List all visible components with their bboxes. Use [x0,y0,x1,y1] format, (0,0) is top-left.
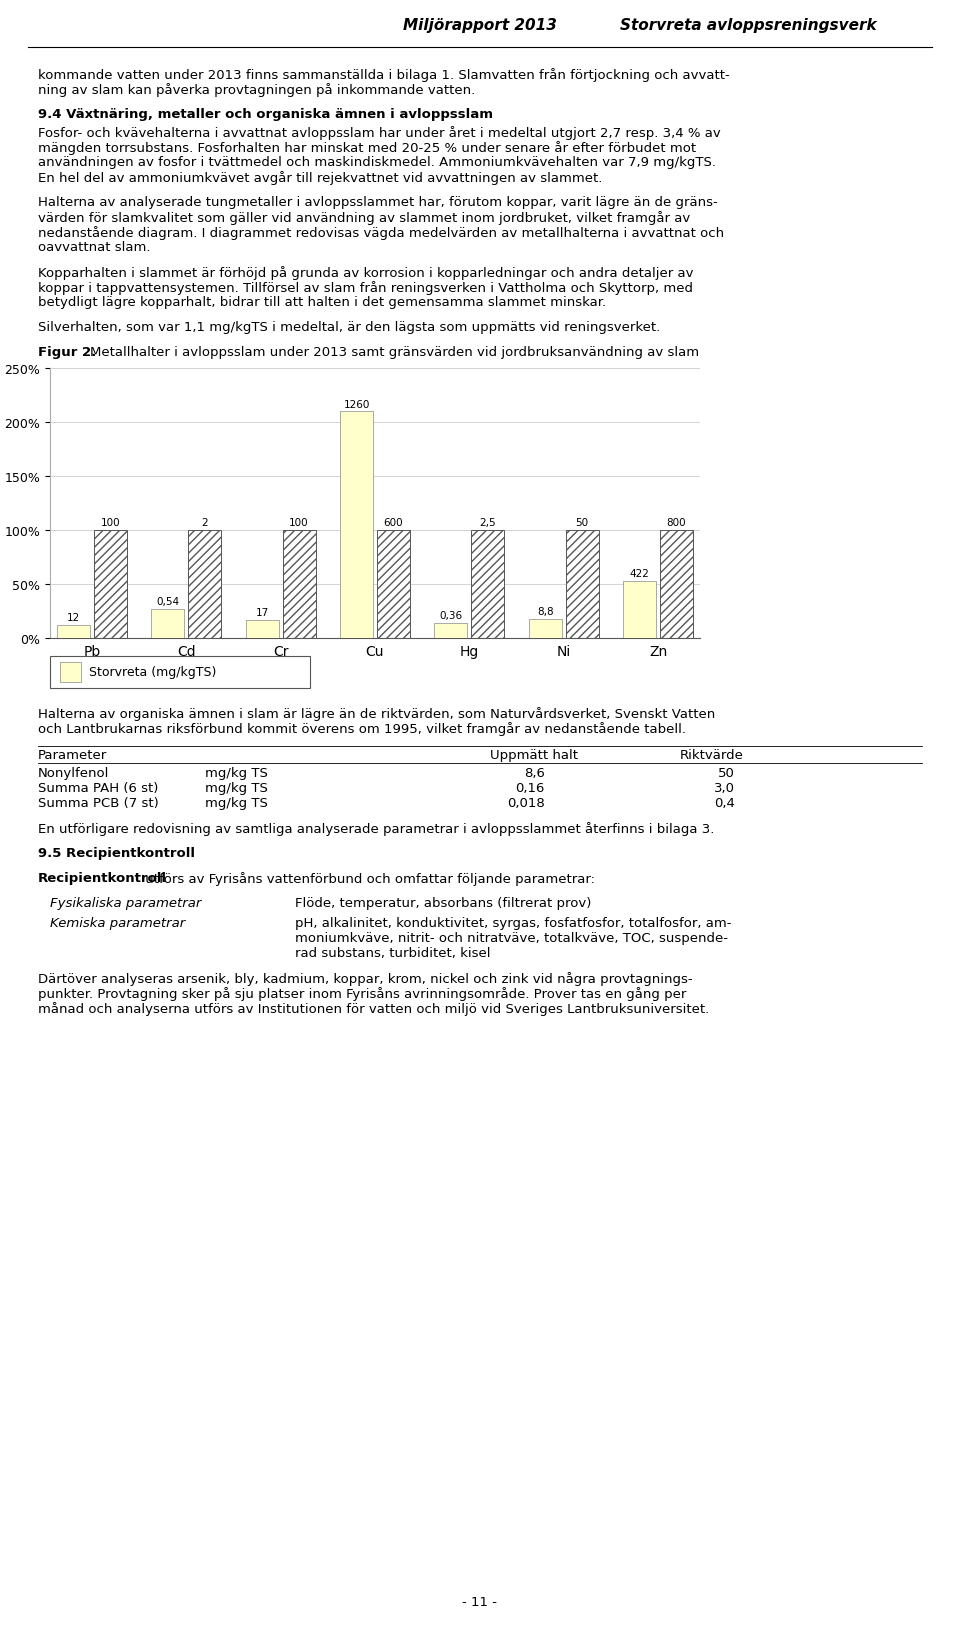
Text: mängden torrsubstans. Fosforhalten har minskat med 20-25 % under senare år efter: mängden torrsubstans. Fosforhalten har m… [38,140,696,155]
Bar [529,619,562,639]
Text: 1260: 1260 [344,399,370,409]
FancyBboxPatch shape [50,657,310,688]
Text: kommande vatten under 2013 finns sammanställda i bilaga 1. Slamvatten från förtj: kommande vatten under 2013 finns sammans… [38,68,730,82]
Text: ning av slam kan påverka provtagningen på inkommande vatten.: ning av slam kan påverka provtagningen p… [38,83,475,96]
Bar [246,621,278,639]
Text: mg/kg TS: mg/kg TS [205,781,268,794]
Text: 8,8: 8,8 [537,606,554,616]
Text: Storvreta (mg/kgTS): Storvreta (mg/kgTS) [89,667,216,680]
Text: 800: 800 [666,518,686,528]
Text: mg/kg TS: mg/kg TS [205,797,268,810]
Bar [377,531,410,639]
Text: 100: 100 [289,518,309,528]
Text: Halterna av analyserade tungmetaller i avloppsslammet har, förutom koppar, varit: Halterna av analyserade tungmetaller i a… [38,196,718,209]
Bar [471,531,504,639]
Text: 600: 600 [384,518,403,528]
Text: En utförligare redovisning av samtliga analyserade parametrar i avloppsslammet å: En utförligare redovisning av samtliga a… [38,822,714,836]
Text: oavvattnat slam.: oavvattnat slam. [38,241,151,254]
Text: 0,018: 0,018 [507,797,545,810]
Text: 50: 50 [575,518,588,528]
Text: Storvreta avloppsreningsverk: Storvreta avloppsreningsverk [620,18,877,33]
Text: moniumkväve, nitrit- och nitratväve, totalkväve, TOC, suspende-: moniumkväve, nitrit- och nitratväve, tot… [295,931,728,944]
Text: värden för slamkvalitet som gäller vid användning av slammet inom jordbruket, vi: värden för slamkvalitet som gäller vid a… [38,210,690,225]
Text: 12: 12 [67,613,81,623]
Text: 50: 50 [718,766,735,779]
Text: Kopparhalten i slammet är förhöjd på grunda av korrosion i kopparledningar och a: Kopparhalten i slammet är förhöjd på gru… [38,266,693,280]
Text: Flöde, temperatur, absorbans (filtrerat prov): Flöde, temperatur, absorbans (filtrerat … [295,897,591,910]
Bar [188,531,221,639]
Text: och Lantbrukarnas riksförbund kommit överens om 1995, vilket framgår av nedanstå: och Lantbrukarnas riksförbund kommit öve… [38,722,686,735]
Bar [623,582,656,639]
Bar [282,531,316,639]
Text: Metallhalter i avloppsslam under 2013 samt gränsvärden vid jordbruksanvändning a: Metallhalter i avloppsslam under 2013 sa… [90,346,699,359]
Text: Recipientkontroll: Recipientkontroll [38,872,167,885]
Text: Miljörapport 2013: Miljörapport 2013 [403,18,557,33]
Text: 8,6: 8,6 [524,766,545,779]
Text: Summa PCB (7 st): Summa PCB (7 st) [38,797,158,810]
Text: En hel del av ammoniumkvävet avgår till rejekvattnet vid avvattningen av slammet: En hel del av ammoniumkvävet avgår till … [38,171,602,184]
Text: mg/kg TS: mg/kg TS [205,766,268,779]
Text: Halterna av organiska ämnen i slam är lägre än de riktvärden, som Naturvårdsverk: Halterna av organiska ämnen i slam är lä… [38,706,715,720]
Text: nedanstående diagram. I diagrammet redovisas vägda medelvärden av metallhalterna: nedanstående diagram. I diagrammet redov… [38,227,724,240]
Text: Fysikaliska parametrar: Fysikaliska parametrar [50,897,202,910]
Text: Riktvärde: Riktvärde [680,748,744,761]
Bar [435,624,468,639]
Text: 0,4: 0,4 [714,797,735,810]
Text: 0,54: 0,54 [156,597,180,606]
Text: Summa PAH (6 st): Summa PAH (6 st) [38,781,158,794]
Text: Nonylfenol: Nonylfenol [38,766,109,779]
Text: 2,5: 2,5 [479,518,496,528]
Text: pH, alkalinitet, konduktivitet, syrgas, fosfatfosfor, totalfosfor, am-: pH, alkalinitet, konduktivitet, syrgas, … [295,916,732,929]
Text: punkter. Provtagning sker på sju platser inom Fyrisåns avrinningsområde. Prover : punkter. Provtagning sker på sju platser… [38,986,686,1001]
Text: 9.4 Växtnäring, metaller och organiska ämnen i avloppsslam: 9.4 Växtnäring, metaller och organiska ä… [38,108,493,121]
Bar [660,531,693,639]
Text: Parameter: Parameter [38,748,108,761]
Bar [152,610,184,639]
Text: 0,16: 0,16 [516,781,545,794]
Bar [57,626,90,639]
Text: koppar i tappvattensystemen. Tillförsel av slam från reningsverken i Vattholma o: koppar i tappvattensystemen. Tillförsel … [38,280,693,295]
Text: 0,36: 0,36 [440,611,463,621]
Text: 422: 422 [630,569,650,579]
Text: Kemiska parametrar: Kemiska parametrar [50,916,185,929]
Text: Fosfor- och kvävehalterna i avvattnat avloppsslam har under året i medeltal utgj: Fosfor- och kvävehalterna i avvattnat av… [38,126,721,140]
Text: 2: 2 [202,518,208,528]
Text: 9.5 Recipientkontroll: 9.5 Recipientkontroll [38,846,195,859]
Text: utförs av Fyrisåns vattenförbund och omfattar följande parametrar:: utförs av Fyrisåns vattenförbund och omf… [141,872,595,885]
Text: Silverhalten, som var 1,1 mg/kgTS i medeltal, är den lägsta som uppmätts vid ren: Silverhalten, som var 1,1 mg/kgTS i mede… [38,321,660,334]
Text: 100: 100 [101,518,120,528]
Text: månad och analyserna utförs av Institutionen för vatten och miljö vid Sveriges L: månad och analyserna utförs av Instituti… [38,1001,709,1015]
Bar [565,531,599,639]
Bar [60,663,82,683]
Bar [94,531,127,639]
Text: Figur 2.: Figur 2. [38,346,96,359]
Text: betydligt lägre kopparhalt, bidrar till att halten i det gemensamma slammet mins: betydligt lägre kopparhalt, bidrar till … [38,295,606,308]
Text: Uppmätt halt: Uppmätt halt [490,748,578,761]
Text: 3,0: 3,0 [714,781,735,794]
Text: - 11 -: - 11 - [463,1596,497,1609]
Text: Därtöver analyseras arsenik, bly, kadmium, koppar, krom, nickel och zink vid någ: Därtöver analyseras arsenik, bly, kadmiu… [38,971,692,986]
Text: 17: 17 [255,608,269,618]
Text: rad substans, turbiditet, kisel: rad substans, turbiditet, kisel [295,947,491,960]
Text: användningen av fosfor i tvättmedel och maskindiskmedel. Ammoniumkvävehalten var: användningen av fosfor i tvättmedel och … [38,156,716,170]
Bar [340,412,373,639]
